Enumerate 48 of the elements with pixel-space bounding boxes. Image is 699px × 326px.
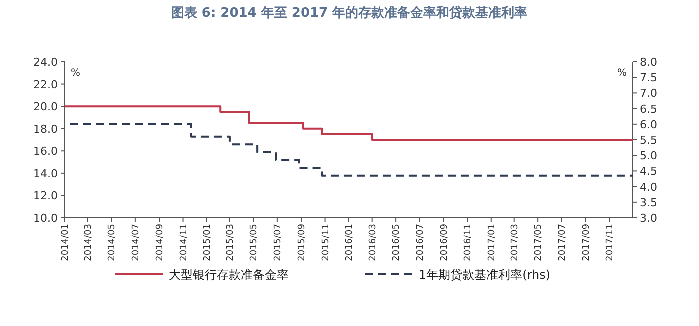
x-tick-label: 2016/05: [392, 224, 402, 262]
legend-label: 1年期贷款基准利率(rhs): [419, 268, 551, 282]
y2-tick-label: 4.0: [640, 180, 658, 194]
y-axis-title: %: [71, 68, 81, 79]
y2-tick-label: 5.0: [640, 150, 658, 163]
x-tick-label: 2014/03: [84, 224, 94, 262]
x-tick-label: 2014/01: [61, 224, 71, 262]
y2-tick-label: 6.5: [640, 102, 658, 116]
x-tick-label: 2016/09: [440, 224, 450, 262]
x-tick-label: 2015/07: [273, 224, 284, 262]
x-tick-label: 2017/07: [558, 224, 568, 262]
x-tick-label: 2017/11: [606, 224, 616, 262]
y-tick-label: 20.0: [34, 100, 58, 114]
y-tick-label: 16.0: [34, 145, 58, 158]
y2-tick-label: 7.5: [640, 72, 658, 85]
y2-tick-label: 5.5: [640, 134, 658, 147]
y-tick-label: 10.0: [34, 212, 58, 225]
x-tick-label: 2014/09: [156, 224, 166, 262]
x-tick-label: 2014/07: [131, 224, 142, 262]
x-tick-label: 2016/11: [464, 224, 474, 262]
y-tick-label: 14.0: [34, 167, 58, 180]
y-tick-label: 24.0: [34, 56, 58, 69]
x-tick-label: 2017/03: [510, 224, 520, 262]
chart-title: 图表 6: 2014 年至 2017 年的存款准备金率和贷款基准利率: [171, 5, 528, 21]
y2-tick-label: 8.0: [640, 56, 658, 69]
y2-tick-label: 3.0: [640, 212, 658, 225]
x-tick-label: 2016/03: [368, 224, 378, 262]
x-tick-label: 2014/05: [108, 224, 118, 262]
x-tick-label: 2016/01: [345, 224, 355, 262]
x-tick-label: 2015/01: [203, 224, 213, 262]
y2-tick-label: 4.5: [640, 165, 658, 178]
x-tick-label: 2017/01: [487, 224, 498, 262]
y2-axis-title: %: [617, 68, 627, 79]
y-tick-label: 22.0: [34, 78, 58, 92]
y2-tick-label: 7.0: [640, 87, 658, 100]
y-tick-label: 18.0: [34, 122, 58, 136]
x-tick-label: 2014/11: [179, 224, 190, 262]
x-tick-label: 2015/03: [226, 224, 236, 262]
x-tick-label: 2017/09: [582, 224, 592, 262]
y2-tick-label: 3.5: [640, 196, 658, 210]
x-tick-label: 2015/09: [298, 224, 308, 262]
y-tick-label: 12.0: [34, 190, 58, 203]
legend-label: 大型银行存款准备金率: [169, 268, 289, 282]
x-tick-label: 2015/05: [250, 224, 260, 262]
x-tick-label: 2017/05: [534, 224, 544, 262]
x-tick-label: 2016/07: [416, 224, 426, 262]
y2-tick-label: 6.0: [640, 118, 658, 132]
x-tick-label: 2015/11: [321, 224, 332, 262]
